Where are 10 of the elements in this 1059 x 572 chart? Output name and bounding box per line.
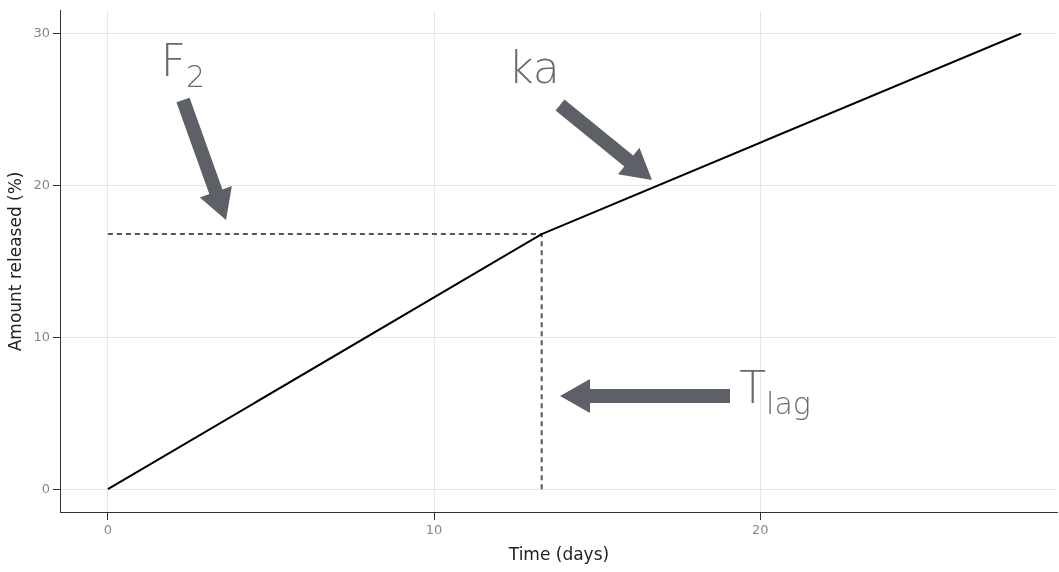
- x-tick-label: 10: [425, 522, 443, 538]
- y-tick-label: 30: [33, 24, 50, 40]
- annotation: ka: [508, 42, 560, 94]
- x-tick-label: 0: [103, 522, 113, 538]
- y-axis-title: Amount released (%): [4, 171, 25, 352]
- x-axis-title: Time (days): [507, 544, 610, 565]
- y-tick-label: 0: [41, 480, 50, 496]
- y-tick-label: 20: [33, 176, 50, 192]
- x-tick-label: 20: [751, 522, 769, 538]
- y-tick-label: 10: [33, 328, 50, 344]
